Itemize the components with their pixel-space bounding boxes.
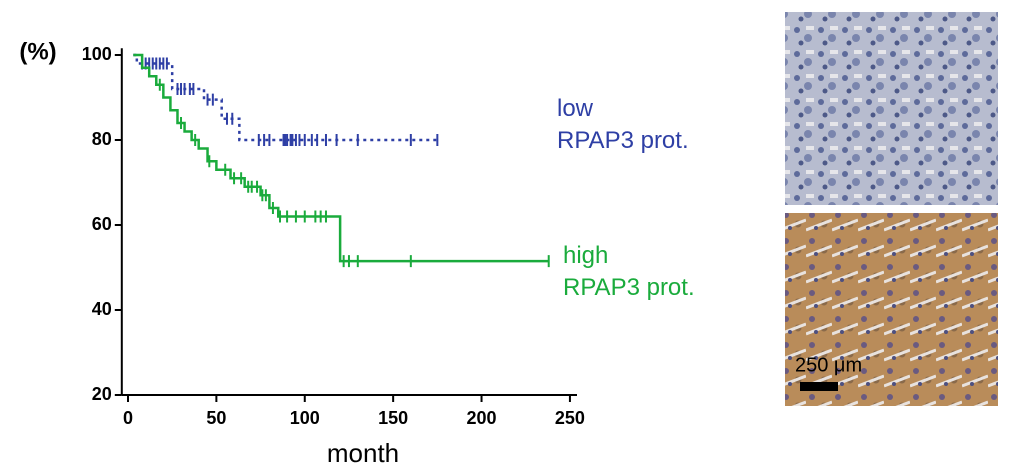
x-tick-label: 150 xyxy=(378,408,408,428)
y-tick-label: 100 xyxy=(82,44,112,64)
legend-label: low RPAP3 prot. xyxy=(557,95,689,154)
y-tick-label: 80 xyxy=(92,129,112,149)
y-axis-label: (%) xyxy=(19,38,56,65)
ihc-image-high xyxy=(785,213,998,406)
survival-curve xyxy=(133,53,438,142)
x-axis-label: month xyxy=(327,438,399,468)
x-tick-label: 0 xyxy=(123,408,133,428)
x-tick-label: 50 xyxy=(206,408,226,428)
x-tick-label: 200 xyxy=(467,408,497,428)
y-tick-label: 40 xyxy=(92,299,112,319)
ihc-image-low xyxy=(785,12,998,205)
x-tick-label: 250 xyxy=(555,408,585,428)
survival-curve xyxy=(133,53,549,263)
scale-label: 250 μm xyxy=(795,354,862,376)
x-tick-label: 100 xyxy=(290,408,320,428)
legend-label: high RPAP3 prot. xyxy=(563,242,695,301)
y-tick-label: 60 xyxy=(92,214,112,234)
scale-bar xyxy=(800,382,838,391)
y-tick-label: 20 xyxy=(92,384,112,404)
